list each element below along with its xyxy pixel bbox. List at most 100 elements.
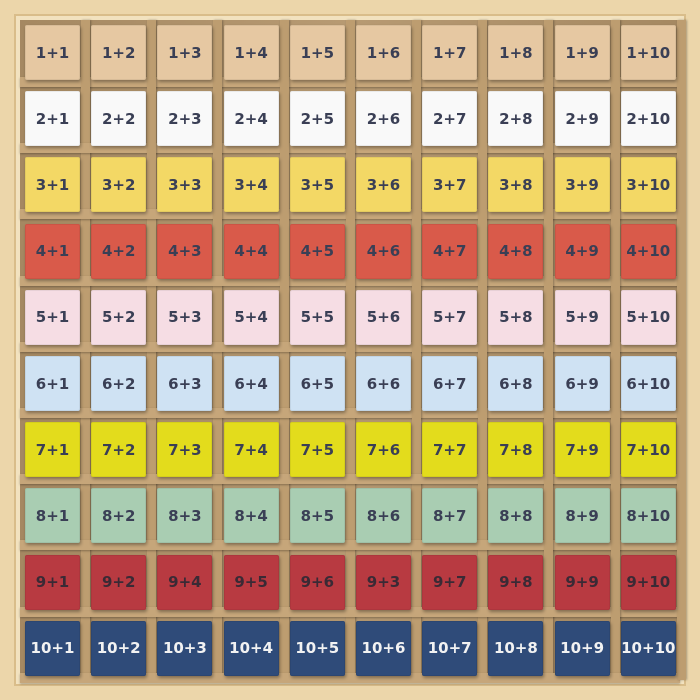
addition-tile[interactable]: 5+4 xyxy=(223,289,279,345)
addition-tile[interactable]: 5+8 xyxy=(488,289,544,345)
addition-tile[interactable]: 5+6 xyxy=(356,289,411,345)
addition-tile[interactable]: 9+6 xyxy=(289,554,345,610)
addition-tile[interactable]: 2+8 xyxy=(488,91,544,147)
addition-tile[interactable]: 3+2 xyxy=(91,157,147,213)
addition-tile[interactable]: 7+4 xyxy=(223,422,279,478)
addition-tile[interactable]: 3+10 xyxy=(620,157,676,213)
addition-tile[interactable]: 1+7 xyxy=(422,25,478,80)
addition-tile[interactable]: 7+9 xyxy=(554,422,610,478)
addition-tile[interactable]: 1+2 xyxy=(91,25,147,80)
addition-tile[interactable]: 6+9 xyxy=(554,356,610,411)
addition-tile[interactable]: 7+10 xyxy=(620,422,676,478)
addition-tile[interactable]: 10+1 xyxy=(25,620,80,676)
addition-tile[interactable]: 1+4 xyxy=(223,25,279,80)
addition-tile[interactable]: 10+6 xyxy=(356,620,411,676)
addition-tile[interactable]: 1+6 xyxy=(356,25,411,80)
addition-tile[interactable]: 6+8 xyxy=(488,356,544,411)
addition-tile[interactable]: 3+4 xyxy=(223,157,279,213)
addition-tile[interactable]: 4+3 xyxy=(157,223,213,279)
addition-tile[interactable]: 10+4 xyxy=(223,620,279,676)
addition-tile[interactable]: 5+7 xyxy=(422,289,478,345)
addition-tile[interactable]: 4+4 xyxy=(223,223,279,279)
addition-tile[interactable]: 1+8 xyxy=(488,25,544,80)
addition-tile[interactable]: 6+5 xyxy=(289,356,345,411)
addition-tile[interactable]: 8+6 xyxy=(356,488,411,544)
addition-tile[interactable]: 5+9 xyxy=(554,289,610,345)
addition-tile[interactable]: 6+4 xyxy=(223,356,279,411)
addition-tile[interactable]: 8+7 xyxy=(422,488,478,544)
addition-tile[interactable]: 2+7 xyxy=(422,91,478,147)
addition-tile[interactable]: 8+9 xyxy=(554,488,610,544)
addition-tile[interactable]: 6+2 xyxy=(91,356,147,411)
addition-tile[interactable]: 8+10 xyxy=(620,488,676,544)
addition-tile[interactable]: 10+8 xyxy=(488,620,544,676)
addition-tile[interactable]: 8+5 xyxy=(289,488,345,544)
addition-tile[interactable]: 9+3 xyxy=(356,554,411,610)
addition-tile[interactable]: 6+7 xyxy=(422,356,478,411)
addition-tile[interactable]: 8+2 xyxy=(91,488,147,544)
addition-tile[interactable]: 9+4 xyxy=(157,554,213,610)
addition-tile[interactable]: 2+4 xyxy=(223,91,279,147)
addition-tile[interactable]: 7+8 xyxy=(488,422,544,478)
addition-tile[interactable]: 9+1 xyxy=(25,554,80,610)
addition-tile[interactable]: 3+1 xyxy=(25,157,80,213)
addition-tile[interactable]: 7+3 xyxy=(157,422,213,478)
addition-tile[interactable]: 2+6 xyxy=(356,91,411,147)
addition-tile[interactable]: 5+1 xyxy=(25,289,80,345)
addition-tile[interactable]: 4+5 xyxy=(289,223,345,279)
addition-tile[interactable]: 1+1 xyxy=(25,25,80,80)
addition-tile[interactable]: 4+2 xyxy=(91,223,147,279)
addition-tile[interactable]: 7+1 xyxy=(25,422,80,478)
addition-tile[interactable]: 2+1 xyxy=(25,91,80,147)
addition-tile[interactable]: 5+3 xyxy=(157,289,213,345)
addition-tile[interactable]: 1+9 xyxy=(554,25,610,80)
addition-tile[interactable]: 3+5 xyxy=(289,157,345,213)
addition-tile[interactable]: 6+3 xyxy=(157,356,213,411)
addition-tile[interactable]: 2+5 xyxy=(289,91,345,147)
addition-tile[interactable]: 2+10 xyxy=(620,91,676,147)
addition-tile[interactable]: 8+8 xyxy=(488,488,544,544)
addition-tile[interactable]: 3+9 xyxy=(554,157,610,213)
addition-tile[interactable]: 4+1 xyxy=(25,223,80,279)
addition-tile[interactable]: 10+7 xyxy=(422,620,478,676)
addition-tile[interactable]: 5+5 xyxy=(289,289,345,345)
addition-tile[interactable]: 3+7 xyxy=(422,157,478,213)
addition-tile[interactable]: 10+10 xyxy=(620,620,676,676)
addition-tile[interactable]: 2+3 xyxy=(157,91,213,147)
addition-tile[interactable]: 4+8 xyxy=(488,223,544,279)
addition-tile[interactable]: 3+8 xyxy=(488,157,544,213)
addition-tile[interactable]: 7+6 xyxy=(356,422,411,478)
addition-tile[interactable]: 1+5 xyxy=(289,25,345,80)
addition-tile[interactable]: 7+5 xyxy=(289,422,345,478)
addition-tile[interactable]: 2+2 xyxy=(91,91,147,147)
addition-tile[interactable]: 1+10 xyxy=(620,25,676,80)
addition-tile[interactable]: 9+8 xyxy=(488,554,544,610)
addition-tile[interactable]: 5+10 xyxy=(620,289,676,345)
addition-tile[interactable]: 4+6 xyxy=(356,223,411,279)
addition-tile[interactable]: 2+9 xyxy=(554,91,610,147)
addition-tile[interactable]: 4+9 xyxy=(554,223,610,279)
addition-tile[interactable]: 10+3 xyxy=(157,620,213,676)
addition-tile[interactable]: 9+2 xyxy=(91,554,147,610)
addition-tile[interactable]: 7+7 xyxy=(422,422,478,478)
addition-tile[interactable]: 3+6 xyxy=(356,157,411,213)
addition-tile[interactable]: 6+10 xyxy=(620,356,676,411)
addition-tile[interactable]: 9+7 xyxy=(422,554,478,610)
addition-tile[interactable]: 6+1 xyxy=(25,356,80,411)
addition-tile[interactable]: 9+5 xyxy=(223,554,279,610)
addition-tile[interactable]: 8+3 xyxy=(157,488,213,544)
addition-tile[interactable]: 10+5 xyxy=(289,620,345,676)
addition-tile[interactable]: 9+9 xyxy=(554,554,610,610)
addition-tile[interactable]: 9+10 xyxy=(620,554,676,610)
addition-tile[interactable]: 10+9 xyxy=(554,620,610,676)
addition-tile[interactable]: 4+10 xyxy=(620,223,676,279)
addition-tile[interactable]: 4+7 xyxy=(422,223,478,279)
addition-tile[interactable]: 8+1 xyxy=(25,488,80,544)
addition-tile[interactable]: 5+2 xyxy=(91,289,147,345)
addition-tile[interactable]: 1+3 xyxy=(157,25,213,80)
addition-tile[interactable]: 10+2 xyxy=(91,620,147,676)
addition-tile[interactable]: 7+2 xyxy=(91,422,147,478)
addition-tile[interactable]: 8+4 xyxy=(223,488,279,544)
addition-tile[interactable]: 6+6 xyxy=(356,356,411,411)
addition-tile[interactable]: 3+3 xyxy=(157,157,213,213)
